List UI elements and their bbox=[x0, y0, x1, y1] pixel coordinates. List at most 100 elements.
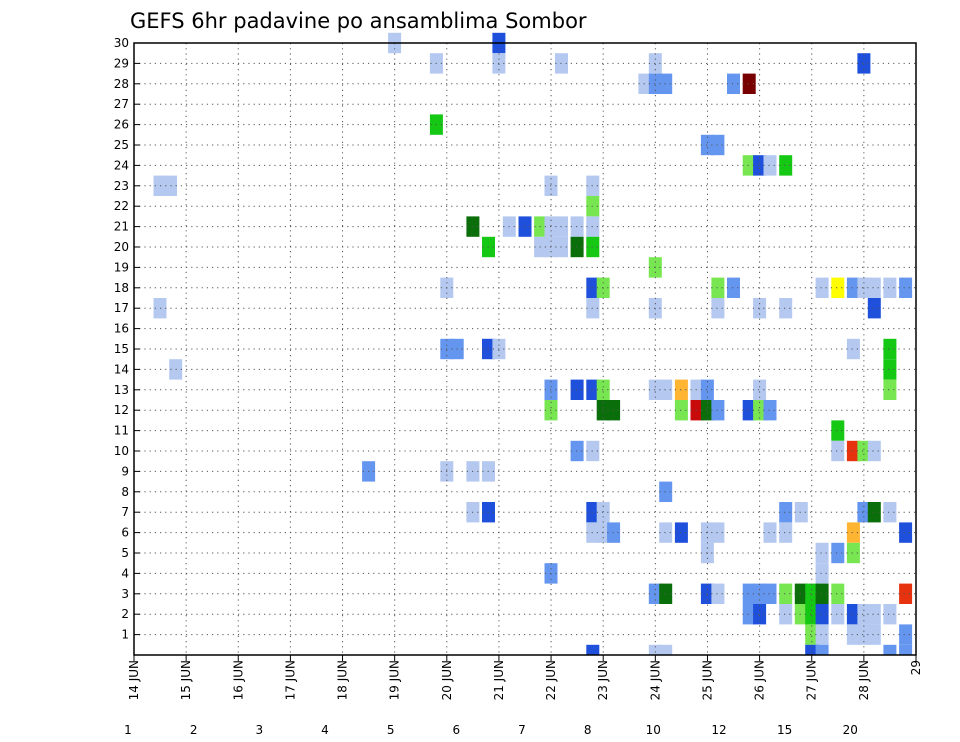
heatmap-cell bbox=[659, 379, 673, 400]
legend-label: 3 bbox=[255, 723, 263, 737]
x-tick-label: 16 JUN bbox=[231, 660, 245, 700]
heatmap-cell bbox=[831, 277, 845, 298]
heatmap-cell bbox=[763, 583, 777, 604]
legend-label: 7 bbox=[518, 723, 526, 737]
heatmap-cell bbox=[779, 583, 793, 604]
heatmap-cell bbox=[690, 379, 704, 400]
x-tick-label: 17 JUN bbox=[283, 660, 297, 700]
x-tick-label: 27 JUN bbox=[805, 660, 819, 700]
heatmap-cell bbox=[711, 583, 725, 604]
heatmap-cell bbox=[831, 420, 845, 441]
x-tick-label: 23 JUN bbox=[596, 660, 610, 700]
heatmap-cell bbox=[815, 563, 829, 584]
heatmap-cell bbox=[883, 277, 897, 298]
heatmap-cell bbox=[753, 400, 767, 421]
heatmap-cell bbox=[846, 277, 860, 298]
y-tick-label: 3 bbox=[121, 587, 129, 601]
heatmap-cell bbox=[659, 644, 673, 655]
y-tick-label: 1 bbox=[121, 628, 129, 642]
heatmap-cell bbox=[846, 624, 860, 645]
heatmap-cell bbox=[690, 400, 704, 421]
y-tick-label: 8 bbox=[121, 485, 129, 499]
heatmap-cell bbox=[831, 542, 845, 564]
heatmap-cell bbox=[867, 604, 881, 625]
heatmap-cell bbox=[779, 502, 793, 523]
y-tick-label: 23 bbox=[114, 179, 129, 193]
x-tick-label: 18 JUN bbox=[336, 660, 350, 700]
x-tick-label: 14 JUN bbox=[127, 660, 141, 700]
heatmap-cells bbox=[153, 32, 913, 655]
y-tick-label: 13 bbox=[114, 383, 129, 397]
heatmap-cell bbox=[794, 502, 808, 523]
color-legend: 1 2 3 4 5 6 7 8 10 12 15 20 bbox=[124, 723, 858, 737]
x-tick-label: 24 JUN bbox=[648, 660, 662, 700]
heatmap-cell bbox=[846, 604, 860, 625]
heatmap-cell bbox=[659, 73, 673, 94]
y-tick-label: 25 bbox=[114, 138, 129, 152]
heatmap-cell bbox=[753, 379, 767, 400]
x-tick-label: 19 JUN bbox=[388, 660, 402, 700]
heatmap-cell bbox=[700, 134, 714, 156]
heatmap-cell bbox=[899, 522, 913, 543]
x-tick-label: 29 bbox=[909, 660, 923, 675]
heatmap-cell bbox=[700, 400, 714, 421]
heatmap-cell bbox=[763, 522, 777, 543]
heatmap-cell bbox=[815, 644, 829, 655]
heatmap-cell bbox=[779, 298, 793, 319]
heatmap-cell bbox=[899, 277, 913, 298]
heatmap-cell bbox=[899, 624, 913, 645]
heatmap-cell bbox=[805, 583, 819, 604]
y-tick-label: 12 bbox=[114, 403, 129, 417]
x-tick-label: 15 JUN bbox=[179, 660, 193, 700]
y-tick-label: 29 bbox=[114, 56, 129, 70]
x-tick-label: 26 JUN bbox=[753, 660, 767, 700]
heatmap-cell bbox=[638, 73, 652, 94]
y-tick-label: 19 bbox=[114, 260, 129, 274]
x-axis: 14 JUN 15 JUN 16 JUN 17 JUN 18 JUN 19 JUN 20 J… bbox=[127, 655, 923, 700]
heatmap-cell bbox=[779, 522, 793, 543]
heatmap-cell bbox=[648, 583, 662, 604]
heatmap-cell bbox=[815, 542, 829, 564]
x-tick-label: 20 JUN bbox=[440, 660, 454, 700]
y-tick-label: 4 bbox=[121, 566, 129, 580]
legend-label: 20 bbox=[843, 723, 858, 737]
y-tick-label: 2 bbox=[121, 607, 129, 621]
heatmap-cell bbox=[899, 644, 913, 655]
y-tick-label: 22 bbox=[114, 199, 129, 213]
y-tick-label: 5 bbox=[121, 546, 129, 560]
heatmap-cell bbox=[727, 73, 740, 94]
heatmap-cell bbox=[857, 604, 871, 625]
heatmap-cell bbox=[883, 379, 897, 400]
heatmap-cell bbox=[794, 604, 808, 625]
heatmap-cell bbox=[711, 298, 725, 319]
legend-label: 4 bbox=[321, 723, 329, 737]
heatmap-cell bbox=[700, 583, 714, 604]
heatmap-cell bbox=[727, 277, 740, 298]
heatmap-cell bbox=[648, 73, 662, 94]
heatmap-cell bbox=[674, 522, 688, 543]
heatmap-cell bbox=[700, 379, 714, 400]
heatmap-cell bbox=[794, 583, 808, 604]
heatmap-cell bbox=[805, 624, 819, 645]
heatmap-cell bbox=[711, 277, 725, 298]
legend-label: 12 bbox=[711, 723, 726, 737]
grid-lines bbox=[134, 43, 916, 655]
heatmap-cell bbox=[867, 624, 881, 645]
heatmap-cell bbox=[805, 604, 819, 625]
heatmap-cell bbox=[742, 583, 756, 604]
y-tick-label: 20 bbox=[114, 240, 129, 254]
legend-label: 2 bbox=[190, 723, 198, 737]
heatmap-cell bbox=[753, 155, 767, 176]
heatmap-cell bbox=[763, 400, 777, 421]
legend-label: 10 bbox=[646, 723, 661, 737]
heatmap-cell bbox=[883, 338, 897, 360]
heatmap-cell bbox=[674, 379, 688, 400]
heatmap-cell bbox=[742, 400, 756, 421]
x-tick-label: 28 JUN bbox=[857, 660, 871, 700]
heatmap-cell bbox=[815, 277, 829, 298]
heatmap-cell bbox=[867, 502, 881, 523]
heatmap-cell bbox=[648, 644, 662, 655]
heatmap-cell bbox=[659, 481, 673, 502]
legend-label: 15 bbox=[777, 723, 792, 737]
heatmap-cell bbox=[753, 604, 767, 625]
